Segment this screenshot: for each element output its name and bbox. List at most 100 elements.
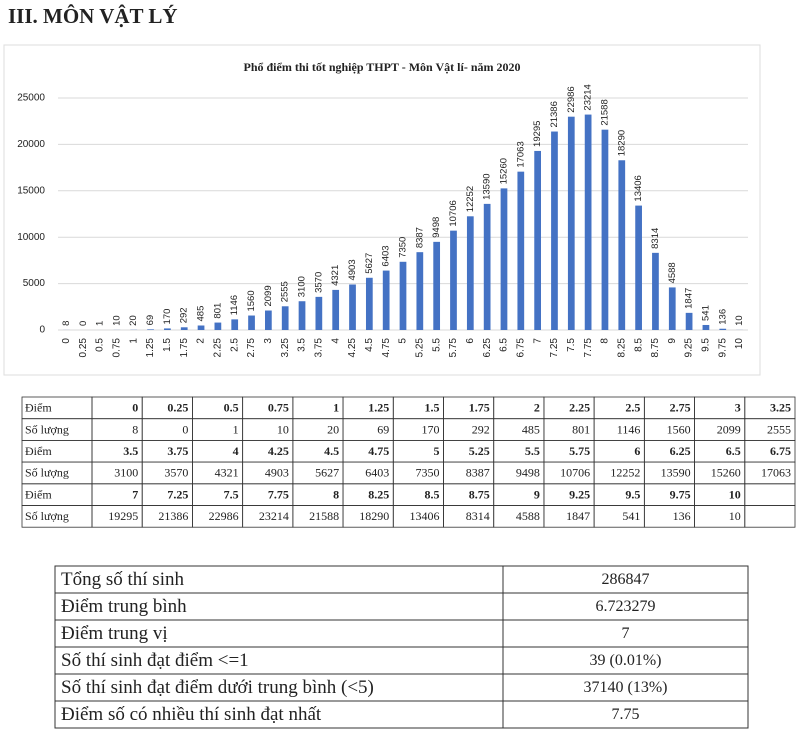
cell-text: 2.25: [569, 401, 590, 415]
cell-text: 4.25: [268, 444, 289, 458]
chart-title: Phổ điểm thi tốt nghiệp THPT - Môn Vật l…: [243, 60, 520, 74]
cell-text: 4: [233, 444, 239, 458]
bar: [265, 310, 272, 330]
value-label: 21588: [599, 99, 610, 125]
bar: [719, 328, 727, 330]
bar: [433, 241, 441, 330]
bar: [214, 322, 222, 330]
bar: [281, 306, 289, 330]
x-tick-label: 4.75: [381, 338, 392, 358]
value-label: 4588: [667, 262, 678, 283]
cell-text: 4903: [265, 466, 289, 480]
bar: [500, 188, 508, 330]
x-tick-label: 3.5: [297, 338, 308, 352]
cell-text: 22986: [209, 509, 239, 523]
bar: [635, 205, 642, 330]
cell-text: 0.25: [167, 401, 188, 415]
cell-text: 5.75: [569, 444, 590, 458]
y-tick-label: 10000: [17, 232, 45, 243]
cell-text: 6: [634, 444, 640, 458]
x-tick-label: 1.5: [162, 338, 173, 352]
x-tick-label: 6.75: [515, 338, 526, 358]
cell-text: 1146: [617, 422, 641, 436]
cell-text: 3.25: [770, 401, 791, 415]
x-tick-label: 1: [128, 338, 139, 344]
x-tick-label: 5: [398, 338, 409, 344]
cell-text: 8.5: [425, 487, 440, 501]
bar: [416, 252, 424, 330]
summary-label: Tổng số thí sinh: [61, 569, 184, 590]
summary-value: 6.723279: [596, 598, 656, 615]
cell-text: 69: [377, 422, 389, 436]
summary-value: 7: [622, 625, 630, 642]
cell-text: 5.25: [469, 444, 490, 458]
cell-text: 10706: [560, 466, 590, 480]
value-label: 3100: [297, 276, 308, 297]
bar: [399, 261, 407, 330]
value-label: 2099: [263, 285, 274, 306]
x-tick-label: 6.25: [482, 338, 493, 358]
row-header: Điểm: [25, 401, 52, 415]
value-label: 8: [61, 321, 72, 326]
bar: [349, 284, 356, 330]
heading: III. MÔN VẬT LÝ: [8, 4, 178, 28]
value-label: 13590: [482, 173, 493, 199]
value-label: 1847: [684, 288, 695, 309]
y-tick-label: 0: [39, 325, 45, 336]
x-tick-label: 9.5: [701, 338, 712, 352]
x-tick-label: 9.75: [717, 338, 728, 358]
y-tick-label: 25000: [17, 93, 45, 104]
cell-text: 8.75: [469, 487, 490, 501]
y-tick-label: 15000: [17, 185, 45, 196]
x-tick-label: 10: [734, 338, 745, 350]
value-label: 69: [145, 315, 156, 326]
value-label: 7350: [398, 237, 409, 258]
cell-text: 6.25: [670, 444, 691, 458]
bar: [147, 329, 154, 330]
x-tick-label: 5.25: [414, 338, 425, 358]
x-tick-label: 3: [263, 338, 274, 344]
cell-text: 0: [182, 422, 188, 436]
cell-text: 7.75: [268, 487, 289, 501]
value-label: 4321: [330, 265, 341, 286]
cell-text: 0.75: [268, 401, 289, 415]
x-tick-label: 8.75: [650, 338, 661, 358]
cell-text: 17063: [761, 466, 791, 480]
x-tick-label: 9: [667, 338, 678, 344]
value-label: 541: [700, 305, 711, 321]
summary-value: 286847: [602, 571, 650, 588]
x-tick-label: 1.75: [179, 338, 190, 358]
value-label: 9498: [431, 217, 442, 238]
cell-text: 7.5: [224, 487, 239, 501]
y-tick-label: 20000: [17, 139, 45, 150]
bar: [685, 312, 693, 330]
row-header: Số lượng: [25, 422, 69, 436]
cell-text: 9: [534, 487, 540, 501]
x-tick-label: 7.25: [549, 338, 560, 358]
value-label: 22986: [566, 86, 577, 112]
bar: [551, 131, 558, 330]
summary-label: Điểm số có nhiều thí sinh đạt nhất: [61, 704, 322, 725]
x-tick-label: 7.75: [583, 338, 594, 358]
cell-text: 8: [333, 487, 339, 501]
cell-text: 801: [572, 422, 590, 436]
value-label: 21386: [549, 101, 560, 127]
x-tick-label: 3.75: [313, 338, 324, 358]
table-cell: [744, 483, 796, 506]
x-tick-label: 2: [196, 338, 207, 344]
x-tick-label: 0.5: [95, 338, 106, 352]
cell-text: 7: [132, 487, 138, 501]
bar: [450, 230, 457, 330]
value-label: 5627: [364, 253, 375, 274]
cell-text: 20: [327, 422, 339, 436]
x-tick-label: 0.75: [112, 338, 123, 358]
bar: [702, 324, 710, 330]
cell-text: 2.5: [625, 401, 640, 415]
cell-text: 1.75: [469, 401, 490, 415]
value-label: 18290: [616, 130, 627, 156]
bar: [180, 327, 188, 330]
cell-text: 21588: [309, 509, 339, 523]
value-label: 20: [128, 315, 139, 326]
value-label: 15260: [498, 158, 509, 184]
x-tick-label: 8.25: [616, 338, 627, 358]
